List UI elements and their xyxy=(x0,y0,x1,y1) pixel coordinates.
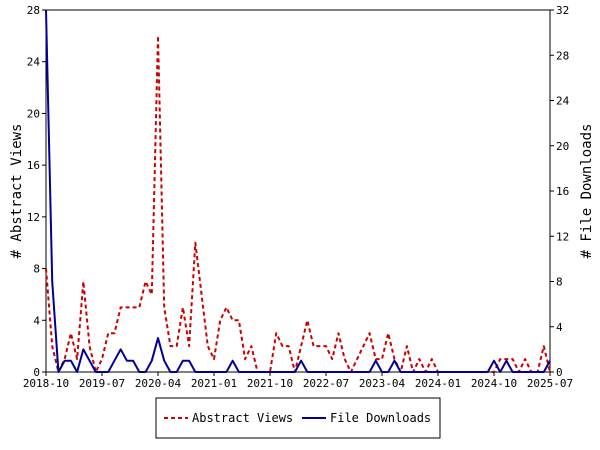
plot-area xyxy=(45,9,551,373)
left-tick-label: 20 xyxy=(27,107,40,120)
series-line-file-downloads xyxy=(45,9,551,373)
right-tick-label: 32 xyxy=(556,4,569,17)
x-tick-label: 2024-10 xyxy=(471,377,517,390)
x-tick-label: 2021-01 xyxy=(191,377,237,390)
right-tick-label: 24 xyxy=(556,95,570,108)
legend: Abstract Views File Downloads xyxy=(155,397,441,439)
left-tick-label: 16 xyxy=(27,159,40,172)
series-layer xyxy=(45,9,551,373)
left-axis-title: # Abstract Views xyxy=(9,124,25,259)
legend-label-abstract-views: Abstract Views xyxy=(192,411,293,425)
right-axis-title: # File Downloads xyxy=(579,124,595,259)
right-tick-label: 28 xyxy=(556,49,569,62)
x-tick-label: 2019-07 xyxy=(79,377,125,390)
x-axis: 2018-10 2019-07 2020-04 2021-01 2021-10 2022-… xyxy=(23,372,573,390)
right-tick-label: 16 xyxy=(556,185,569,198)
left-axis: 0 4 8 12 16 20 24 28 xyxy=(27,4,46,379)
legend-box xyxy=(155,397,441,439)
left-tick-label: 24 xyxy=(27,56,41,69)
left-tick-label: 0 xyxy=(33,366,40,379)
left-tick-label: 28 xyxy=(27,4,40,17)
x-tick-label: 2023-04 xyxy=(359,377,406,390)
left-tick-label: 12 xyxy=(27,211,40,224)
x-tick-label: 2021-10 xyxy=(247,377,293,390)
right-tick-label: 4 xyxy=(556,321,563,334)
left-tick-label: 4 xyxy=(33,314,40,327)
left-tick-label: 8 xyxy=(33,263,40,276)
x-tick-label: 2022-07 xyxy=(303,377,349,390)
right-tick-label: 20 xyxy=(556,140,569,153)
legend-label-file-downloads: File Downloads xyxy=(330,411,431,425)
right-tick-label: 8 xyxy=(556,276,563,289)
right-tick-label: 0 xyxy=(556,366,563,379)
x-tick-label: 2025-07 xyxy=(527,377,573,390)
right-tick-label: 12 xyxy=(556,230,569,243)
x-tick-label: 2018-10 xyxy=(23,377,69,390)
right-axis: 0 4 8 12 16 20 24 28 32 xyxy=(550,4,570,379)
x-tick-label: 2020-04 xyxy=(135,377,182,390)
x-tick-label: 2024-01 xyxy=(415,377,461,390)
